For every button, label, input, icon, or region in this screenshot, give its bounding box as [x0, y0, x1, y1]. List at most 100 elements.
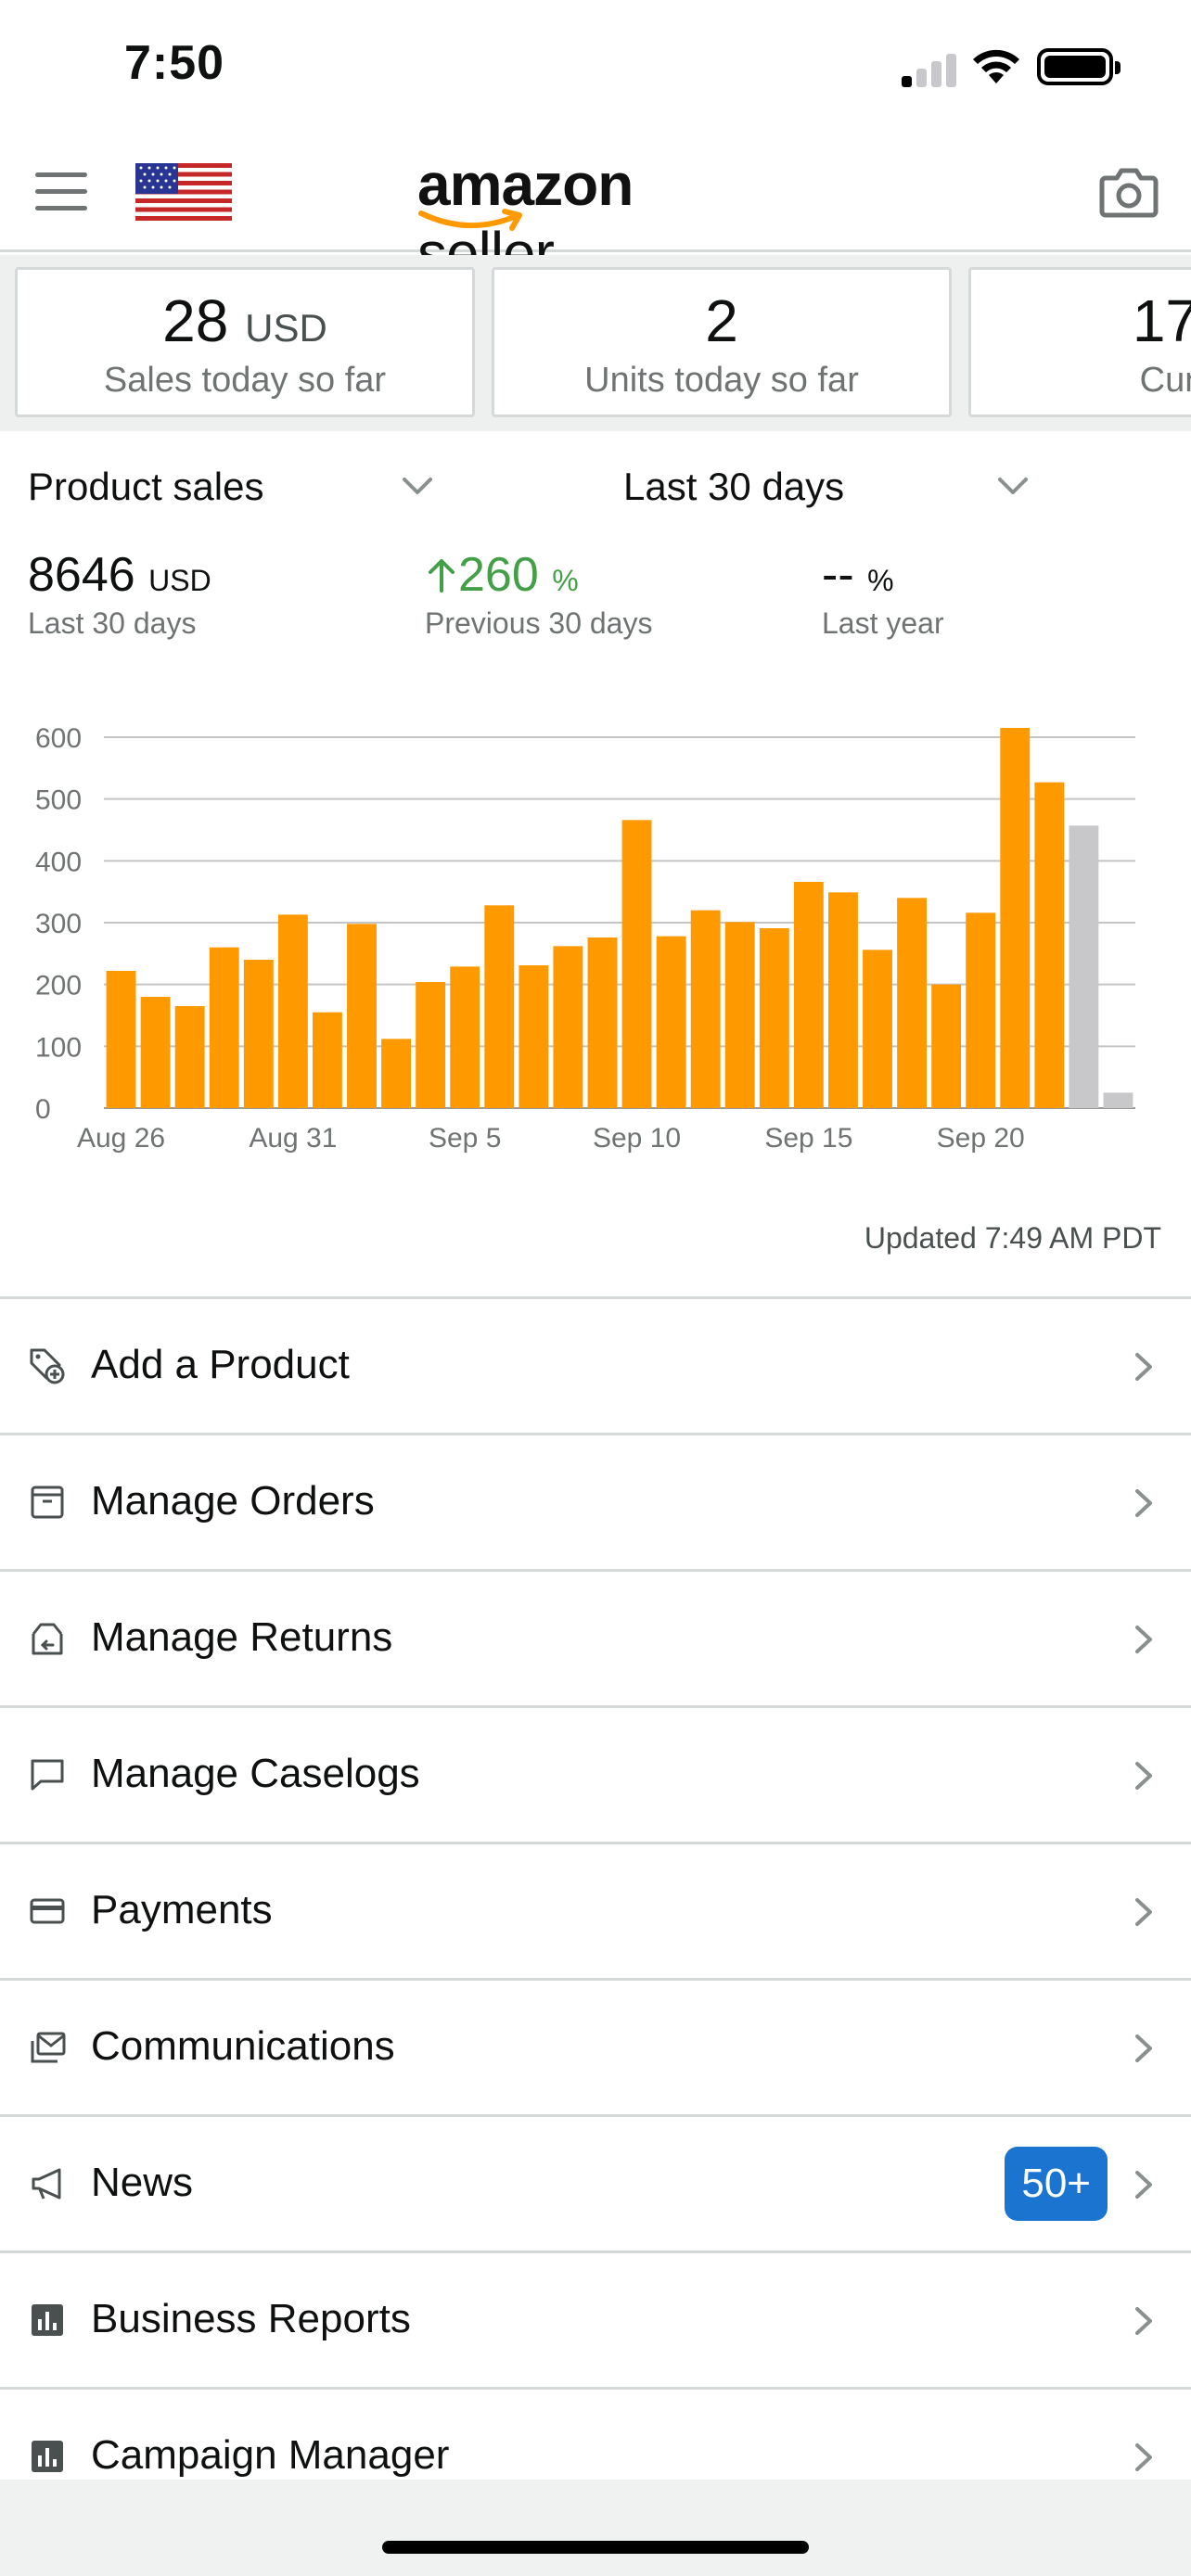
chart-bar[interactable] [277, 914, 308, 1108]
app-header: amazon seller [0, 139, 1191, 287]
menu-item-manage-orders[interactable]: Manage Orders [0, 1435, 1191, 1572]
us-flag-icon[interactable] [135, 163, 232, 221]
credit-card-icon [30, 1898, 65, 1924]
chart-bar[interactable] [416, 982, 446, 1108]
return-box-icon [32, 1623, 63, 1655]
chart-bar[interactable] [863, 950, 892, 1108]
chart-bar[interactable] [140, 997, 171, 1108]
metrics-carousel[interactable]: 28 USD Sales today so far 2 Units today … [0, 255, 1191, 431]
menu-item-business-reports[interactable]: Business Reports [0, 2253, 1191, 2390]
chart-bar[interactable] [759, 928, 789, 1108]
chart-bar[interactable] [690, 910, 721, 1108]
status-time: 7:50 [124, 36, 225, 90]
chart-bar[interactable] [312, 1012, 342, 1108]
chart-bar[interactable] [347, 924, 377, 1108]
tag-add-icon [30, 1348, 65, 1384]
menu-item-label: Manage Returns [91, 1614, 393, 1660]
chevron-down-icon[interactable] [401, 476, 434, 496]
chart-bar[interactable] [381, 1039, 412, 1108]
chevron-right-icon [1135, 2034, 1152, 2062]
news-count-badge: 50+ [1005, 2147, 1108, 2221]
chart-bar[interactable] [897, 898, 928, 1108]
chart-bar[interactable] [484, 905, 515, 1108]
chart-bar[interactable] [966, 912, 996, 1108]
menu-item-communications[interactable]: Communications [0, 1981, 1191, 2117]
metric-value: 1702 [1132, 287, 1191, 354]
chevron-down-icon[interactable] [996, 476, 1030, 496]
logo-bold-text: amazon [417, 151, 634, 218]
menu-item-manage-returns[interactable]: Manage Returns [0, 1572, 1191, 1708]
chart-bar[interactable] [106, 971, 136, 1108]
y-tick-label: 500 [35, 785, 82, 816]
chart-bar[interactable] [1103, 1092, 1133, 1108]
y-tick-label: 100 [35, 1032, 82, 1063]
x-tick-label: Aug 26 [77, 1123, 165, 1154]
bar-chart-icon [32, 2304, 63, 2336]
chart-bar[interactable] [243, 960, 274, 1108]
chart-bar[interactable] [793, 882, 824, 1108]
amazon-seller-logo: amazon seller [417, 150, 779, 287]
menu-item-label: Campaign Manager [91, 2432, 450, 2478]
stat-last-year-value: -- [822, 548, 854, 602]
chart-bar[interactable] [587, 937, 618, 1108]
sales-bar-chart[interactable]: 0 100 200 300 400 500 600 Aug 26 Aug 31 Sep 5 Sep … [0, 728, 1191, 1210]
menu-item-label: Communications [91, 2023, 395, 2069]
chevron-right-icon [1135, 1626, 1152, 1653]
metric-card-units-today[interactable]: 2 Units today so far [492, 267, 952, 417]
x-tick-label: Sep 5 [429, 1123, 501, 1154]
chart-bar[interactable] [724, 922, 755, 1108]
chart-bar[interactable] [450, 966, 480, 1108]
chevron-right-icon [1135, 1353, 1152, 1381]
chart-bar[interactable] [519, 965, 549, 1108]
stat-change: 260 % Previous 30 days [425, 547, 652, 641]
menu-item-label: Manage Caselogs [91, 1751, 420, 1796]
y-tick-label: 0 [35, 1094, 51, 1125]
metric-value: 2 [705, 287, 738, 354]
megaphone-icon [32, 2168, 61, 2200]
metric-label: Current [1139, 361, 1191, 400]
hamburger-menu-icon[interactable] [35, 172, 87, 213]
chart-bar[interactable] [209, 947, 239, 1108]
menu-item-payments[interactable]: Payments [0, 1844, 1191, 1981]
chevron-right-icon [1135, 2171, 1152, 2199]
chart-bar[interactable] [621, 820, 652, 1108]
sales-section: Product sales Last 30 days 8646 USD Last… [0, 431, 1191, 1266]
x-tick-label: Sep 10 [593, 1123, 681, 1154]
menu-item-manage-caselogs[interactable]: Manage Caselogs [0, 1708, 1191, 1844]
chart-bar[interactable] [931, 984, 962, 1108]
chart-bar[interactable] [656, 936, 686, 1108]
x-tick-label: Sep 15 [764, 1123, 852, 1154]
metric-card-sales-today[interactable]: 28 USD Sales today so far [15, 267, 475, 417]
chart-bar[interactable] [1069, 825, 1099, 1108]
period-dropdown-label: Last 30 days [623, 465, 845, 508]
camera-icon[interactable] [1098, 161, 1159, 223]
chart-bar[interactable] [1000, 728, 1031, 1108]
home-indicator[interactable] [382, 2541, 809, 2554]
stat-total: 8646 USD Last 30 days [28, 547, 211, 641]
metric-dropdown-label: Product sales [28, 465, 264, 508]
stat-total-label: Last 30 days [28, 606, 197, 640]
chevron-right-icon [1135, 2307, 1152, 2335]
chevron-right-icon [1135, 2443, 1152, 2471]
wifi-icon [973, 49, 1019, 83]
chart-bar[interactable] [827, 892, 858, 1108]
x-tick-label: Aug 31 [249, 1123, 337, 1154]
chevron-right-icon [1135, 1898, 1152, 1926]
metric-value: 28 [162, 287, 229, 354]
metric-card-current[interactable]: 1702 Current [968, 267, 1191, 417]
menu-item-news[interactable]: News 50+ [0, 2117, 1191, 2253]
box-icon [31, 1486, 64, 1519]
chart-bar[interactable] [1034, 782, 1065, 1108]
period-dropdown[interactable]: Last 30 days [623, 465, 844, 509]
battery-icon [1037, 48, 1121, 85]
chart-bar[interactable] [174, 1006, 205, 1108]
menu-item-label: Payments [91, 1887, 273, 1932]
bottom-safe-area [0, 2480, 1191, 2576]
status-bar: 7:50 [0, 0, 1191, 139]
chevron-right-icon [1135, 1762, 1152, 1790]
stat-last-year-label: Last year [822, 606, 944, 640]
menu-item-add-product[interactable]: Add a Product [0, 1299, 1191, 1435]
metric-dropdown[interactable]: Product sales [28, 465, 263, 509]
y-tick-label: 200 [35, 971, 82, 1001]
chart-bar[interactable] [553, 946, 583, 1108]
